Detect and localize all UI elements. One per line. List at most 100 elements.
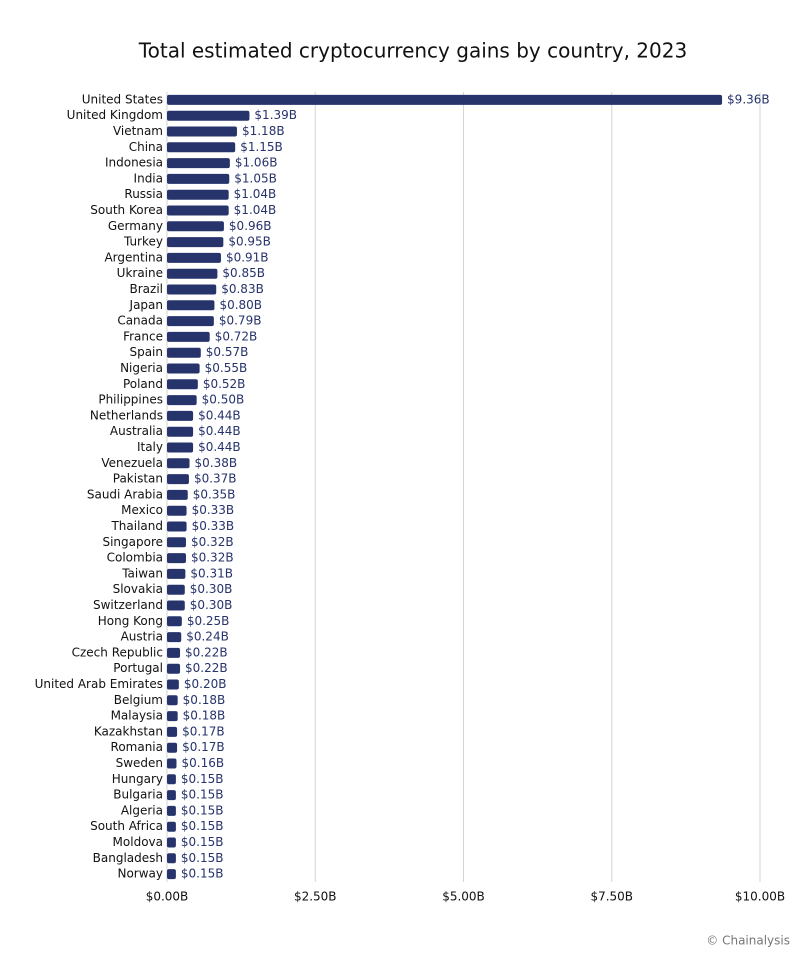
value-label: $0.15B: [181, 803, 224, 817]
bar: [167, 252, 221, 263]
value-label: $0.37B: [194, 472, 237, 486]
bar: [167, 647, 181, 658]
y-tick-label: Singapore: [102, 535, 163, 549]
value-label: $0.31B: [190, 566, 233, 580]
bar: [167, 126, 237, 137]
y-tick-label: Vietnam: [113, 124, 163, 138]
bar: [167, 110, 250, 121]
bar: [167, 711, 178, 722]
bar: [167, 632, 182, 643]
y-tick-label: Hong Kong: [98, 614, 163, 628]
y-tick-label: India: [134, 171, 163, 185]
bar: [167, 600, 185, 611]
bar: [167, 284, 217, 295]
value-label: $0.17B: [182, 724, 225, 738]
y-tick-label: Russia: [124, 187, 163, 201]
value-label: $1.04B: [234, 187, 277, 201]
value-label: $0.30B: [190, 582, 233, 596]
value-label: $1.39B: [254, 108, 297, 122]
value-label: $0.44B: [198, 440, 241, 454]
value-label: $1.06B: [235, 156, 278, 170]
y-tick-label: Italy: [137, 440, 163, 454]
y-tick-label: Turkey: [123, 235, 163, 249]
value-label: $0.57B: [206, 345, 249, 359]
value-label: $0.25B: [187, 614, 230, 628]
y-tick-label: Spain: [129, 345, 163, 359]
bar: [167, 553, 186, 564]
source: © Chainalysis: [706, 934, 790, 948]
bar: [167, 584, 185, 595]
bar: [167, 616, 182, 627]
value-label: $0.22B: [185, 645, 228, 659]
bar: [167, 505, 187, 516]
bar: [167, 426, 194, 437]
y-tick-label: Indonesia: [105, 156, 163, 170]
y-tick-label: France: [123, 329, 163, 343]
y-tick-label: Venezuela: [101, 456, 163, 470]
y-tick-label: Brazil: [130, 282, 164, 296]
bar: [167, 300, 215, 311]
bar: [167, 663, 181, 674]
value-label: $0.95B: [228, 235, 271, 249]
bar: [167, 679, 179, 690]
y-tick-label: Thailand: [110, 519, 163, 533]
value-label: $0.18B: [183, 693, 226, 707]
value-label: $0.91B: [226, 250, 269, 264]
value-label: $0.83B: [221, 282, 264, 296]
value-label: $0.33B: [192, 503, 235, 517]
bar: [167, 158, 230, 169]
bar: [167, 837, 176, 848]
y-tick-label: United States: [82, 92, 163, 106]
value-label: $0.80B: [219, 298, 262, 312]
value-label: $0.52B: [203, 377, 246, 391]
bar: [167, 458, 190, 469]
value-label: $0.72B: [215, 329, 258, 343]
bar: [167, 489, 188, 500]
bar: [167, 331, 210, 342]
y-tick-label: Hungary: [112, 772, 163, 786]
bar: [167, 410, 194, 421]
bar: [167, 173, 230, 184]
y-tick-label: Malaysia: [111, 709, 163, 723]
value-label: $0.18B: [183, 709, 226, 723]
value-label: $1.15B: [240, 140, 283, 154]
value-label: $0.20B: [184, 677, 227, 691]
bar: [167, 758, 177, 769]
y-tick-label: Colombia: [107, 551, 163, 565]
y-tick-label: United Arab Emirates: [35, 677, 163, 691]
bar: [167, 237, 224, 248]
y-tick-label: Canada: [117, 314, 163, 328]
y-tick-label: Slovakia: [113, 582, 163, 596]
value-label: $1.05B: [234, 171, 277, 185]
value-label: $0.15B: [181, 819, 224, 833]
value-label: $0.24B: [186, 630, 229, 644]
x-tick-label: $10.00B: [735, 890, 785, 904]
bar: [167, 742, 178, 753]
value-label: $0.85B: [222, 266, 265, 280]
y-tick-label: Japan: [129, 298, 163, 312]
value-label: $1.04B: [234, 203, 277, 217]
bar: [167, 805, 176, 816]
bar: [167, 474, 189, 485]
x-tick-label: $7.50B: [590, 890, 633, 904]
value-label: $0.79B: [219, 314, 262, 328]
x-tick-label: $5.00B: [442, 890, 485, 904]
bar: [167, 695, 178, 706]
bar: [167, 347, 201, 358]
y-tick-label: Poland: [123, 377, 163, 391]
value-label: $0.44B: [198, 424, 241, 438]
value-label: $0.55B: [205, 361, 248, 375]
y-tick-label: Bangladesh: [93, 851, 163, 865]
value-label: $0.32B: [191, 551, 234, 565]
bar: [167, 395, 197, 406]
value-label: $0.15B: [181, 851, 224, 865]
y-tick-label: Switzerland: [93, 598, 163, 612]
y-tick-label: Austria: [121, 630, 163, 644]
y-tick-label: China: [129, 140, 163, 154]
bar: [167, 268, 218, 279]
y-tick-label: Moldova: [113, 835, 163, 849]
value-label: $9.36B: [727, 92, 770, 106]
y-tick-label: Pakistan: [113, 472, 163, 486]
x-tick-label: $0.00B: [146, 890, 189, 904]
